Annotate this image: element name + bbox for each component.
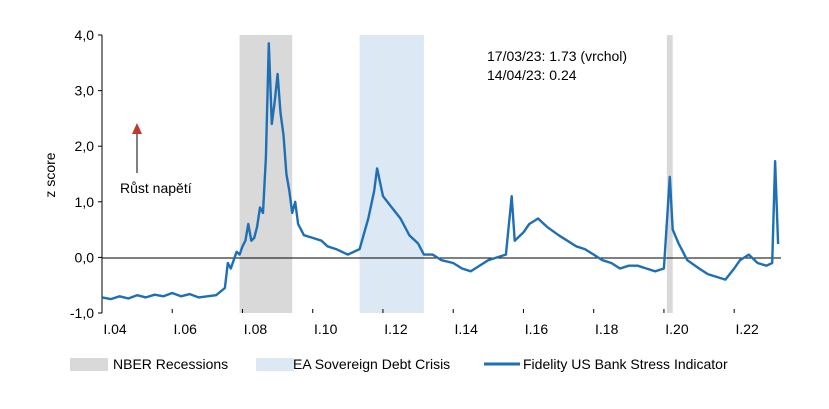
- x-tick-label: I.06: [174, 321, 198, 337]
- legend-label-series: Fidelity US Bank Stress Indicator: [523, 356, 728, 372]
- legend-label-nber: NBER Recessions: [113, 356, 228, 372]
- x-tick-label: I.04: [103, 321, 127, 337]
- legend-swatch-ea: [256, 358, 294, 371]
- axes-layer: [101, 35, 781, 313]
- latest-annotation: 14/04/23: 0.24: [487, 67, 577, 83]
- shaded-period-0-1: [666, 35, 673, 313]
- series-line-0: [101, 42, 780, 301]
- x-tick-label: I.14: [455, 321, 479, 337]
- arrow-label: Růst napětí: [120, 180, 192, 196]
- y-tick-label: -1,0: [70, 305, 94, 321]
- y-tick-label: 1,0: [75, 194, 95, 210]
- series-layer: [101, 42, 780, 301]
- y-tick-label: 3,0: [75, 83, 95, 99]
- shaded-period-1-0: [359, 35, 424, 313]
- x-tick-layer: I.04 I.06 I.08 I.10 I.12 I.14 I.16 I.18 I.20 I.22: [101, 309, 759, 337]
- y-tick-label: 2,0: [75, 138, 95, 154]
- y-tick-label: 0,0: [75, 249, 95, 265]
- y-tick-layer: -1,0 0,0 1,0 2,0 3,0 4,0: [70, 27, 102, 321]
- x-tick-label: I.16: [525, 321, 549, 337]
- x-tick-label: I.08: [244, 321, 268, 337]
- x-tick-label: I.18: [595, 321, 619, 337]
- x-tick-label: I.20: [665, 321, 689, 337]
- legend: NBER Recessions EA Sovereign Debt Crisis…: [70, 356, 728, 372]
- y-tick-label: 4,0: [75, 27, 95, 43]
- y-axis-label: z score: [42, 152, 58, 197]
- legend-swatch-nber: [70, 358, 108, 371]
- legend-label-ea: EA Sovereign Debt Crisis: [293, 356, 450, 372]
- x-tick-label: I.22: [735, 321, 759, 337]
- arrow-head-icon: [132, 123, 142, 134]
- peak-annotation: 17/03/23: 1.73 (vrchol): [487, 48, 627, 64]
- x-tick-label: I.12: [384, 321, 408, 337]
- x-tick-label: I.10: [314, 321, 338, 337]
- shading-layer: [239, 35, 673, 313]
